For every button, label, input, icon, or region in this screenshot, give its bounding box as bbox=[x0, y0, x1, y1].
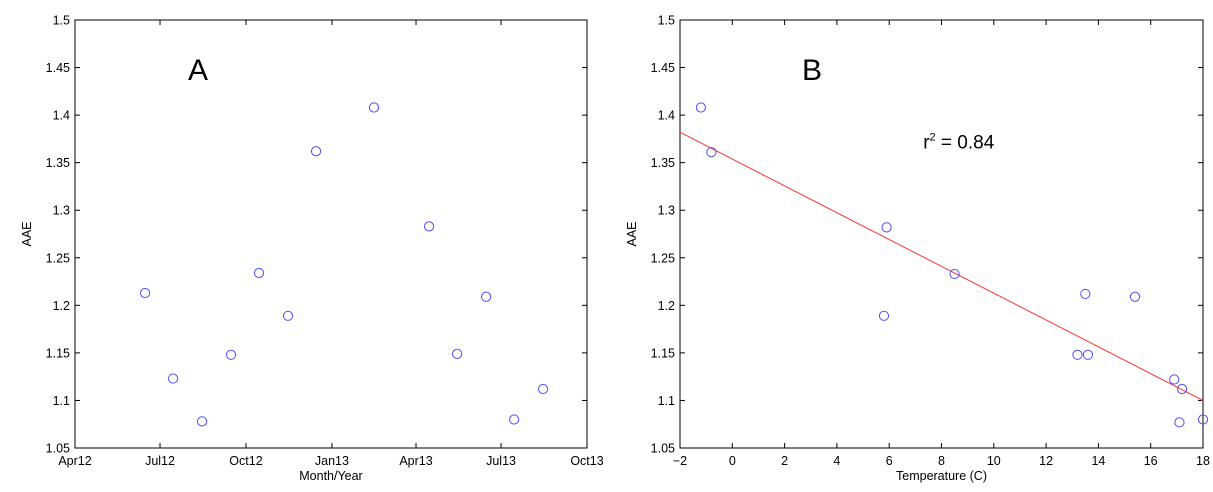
panel-a-data-point bbox=[509, 414, 520, 425]
panel-b-data-point bbox=[949, 268, 960, 280]
panel-a-data-point bbox=[310, 146, 322, 157]
panel-b-x-tick-label: 10 bbox=[987, 454, 1001, 468]
panel-b-x-tick-label: 16 bbox=[1144, 454, 1158, 468]
panel-a-label: A bbox=[188, 54, 208, 87]
panel-a-data-point bbox=[196, 416, 208, 427]
panel-a-x-tick-label: Oct12 bbox=[229, 454, 262, 468]
panel-a-data-point bbox=[368, 102, 380, 113]
panel-b-data-point bbox=[1080, 288, 1091, 300]
panel-b-data-point bbox=[1197, 414, 1209, 425]
panel-a-x-tick-label: Oct13 bbox=[570, 454, 603, 468]
panel-a-y-tick-label: 1.2 bbox=[53, 299, 70, 313]
panel-b-data-point bbox=[695, 102, 707, 113]
panel-a-data-point bbox=[225, 349, 237, 360]
panel-a-y-tick-label: 1.25 bbox=[46, 251, 70, 265]
panel-b-x-tick-label: 4 bbox=[833, 454, 840, 468]
panel-a-y-tick-label: 1.35 bbox=[46, 156, 70, 170]
panel-a-y-tick-label: 1.3 bbox=[53, 204, 70, 218]
panel-a-data-point bbox=[424, 221, 435, 232]
panel-a: Apr12 Jul12 Oct12 Jan13 Apr13 Jul13 Oct13 1.05 1… bbox=[20, 14, 604, 484]
panel-b-y-tick-label: 1.15 bbox=[651, 346, 675, 360]
panel-a-data-point bbox=[253, 267, 265, 279]
panel-b-y-tick-label: 1.1 bbox=[658, 394, 675, 408]
panel-b-r-squared-annotation: r2 = 0.84 bbox=[923, 131, 995, 153]
panel-b-x-tick-label: 6 bbox=[886, 454, 893, 468]
panel-b-data-point bbox=[881, 222, 892, 233]
panel-b-data-point bbox=[1082, 349, 1094, 360]
panel-a-x-tick-label: Apr12 bbox=[58, 454, 91, 468]
panel-a-y-tick-label: 1.4 bbox=[53, 109, 70, 123]
panel-b-y-tick-label: 1.45 bbox=[651, 61, 675, 75]
panel-a-x-tick-label: Jul13 bbox=[486, 454, 516, 468]
panel-a-data-point bbox=[139, 287, 151, 299]
panel-b-x-tick-label: −2 bbox=[673, 454, 687, 468]
panel-b-label: B bbox=[802, 54, 822, 87]
panel-b-data-point bbox=[1176, 383, 1188, 395]
panel-a-y-axis-title: AAE bbox=[20, 221, 34, 246]
panel-b: −2 0 2 4 6 8 10 12 14 16 18 1.05 1.1 1.15 1.2 1.25 1.3 1.… bbox=[625, 14, 1210, 484]
panel-b-y-tick-label: 1.05 bbox=[651, 442, 675, 456]
panel-b-data-point bbox=[1129, 291, 1141, 302]
panel-b-y-axis-title: AAE bbox=[625, 221, 639, 246]
panel-a-data-point bbox=[168, 373, 179, 384]
panel-b-y-tick-label: 1.4 bbox=[658, 109, 675, 123]
panel-b-y-tick-label: 1.5 bbox=[658, 14, 675, 28]
panel-b-x-tick-label: 12 bbox=[1039, 454, 1053, 468]
panel-a-y-tick-label: 1.1 bbox=[53, 394, 70, 408]
panel-a-y-tick-label: 1.45 bbox=[46, 61, 70, 75]
panel-b-x-tick-label: 0 bbox=[729, 454, 736, 468]
panel-b-data-point bbox=[878, 310, 890, 321]
panel-a-x-tick-label: Jul12 bbox=[145, 454, 175, 468]
panel-b-x-tick-label: 18 bbox=[1196, 454, 1210, 468]
panel-a-x-tick-label: Apr13 bbox=[399, 454, 432, 468]
panel-a-y-tick-label: 1.5 bbox=[53, 14, 70, 28]
panel-a-plot-frame bbox=[74, 19, 588, 449]
panel-b-data-point bbox=[1174, 417, 1185, 428]
panel-a-y-tick-label: 1.15 bbox=[46, 346, 70, 360]
panel-b-x-axis-title: Temperature (C) bbox=[896, 469, 987, 483]
panel-b-y-tick-label: 1.25 bbox=[651, 251, 675, 265]
panel-b-x-tick-label: 2 bbox=[781, 454, 788, 468]
panel-a-x-tick-label: Jan13 bbox=[315, 454, 349, 468]
panel-b-x-tick-label: 8 bbox=[938, 454, 945, 468]
panel-a-data-point bbox=[282, 310, 294, 321]
panel-b-fit-line bbox=[679, 131, 1204, 401]
panel-b-data-point bbox=[706, 147, 717, 158]
panel-a-data-point bbox=[480, 291, 492, 302]
panel-a-y-tick-label: 1.05 bbox=[46, 442, 70, 456]
panel-a-x-axis-title: Month/Year bbox=[299, 469, 362, 483]
panel-b-y-tick-label: 1.35 bbox=[651, 156, 675, 170]
panel-b-data-point bbox=[1072, 349, 1083, 360]
panel-a-data-point bbox=[452, 348, 463, 359]
panel-b-y-tick-label: 1.2 bbox=[658, 299, 675, 313]
panel-b-x-tick-label: 14 bbox=[1091, 454, 1105, 468]
panel-a-data-point bbox=[537, 383, 549, 395]
panel-b-data-point bbox=[1169, 374, 1180, 385]
panel-b-y-tick-label: 1.3 bbox=[658, 204, 675, 218]
